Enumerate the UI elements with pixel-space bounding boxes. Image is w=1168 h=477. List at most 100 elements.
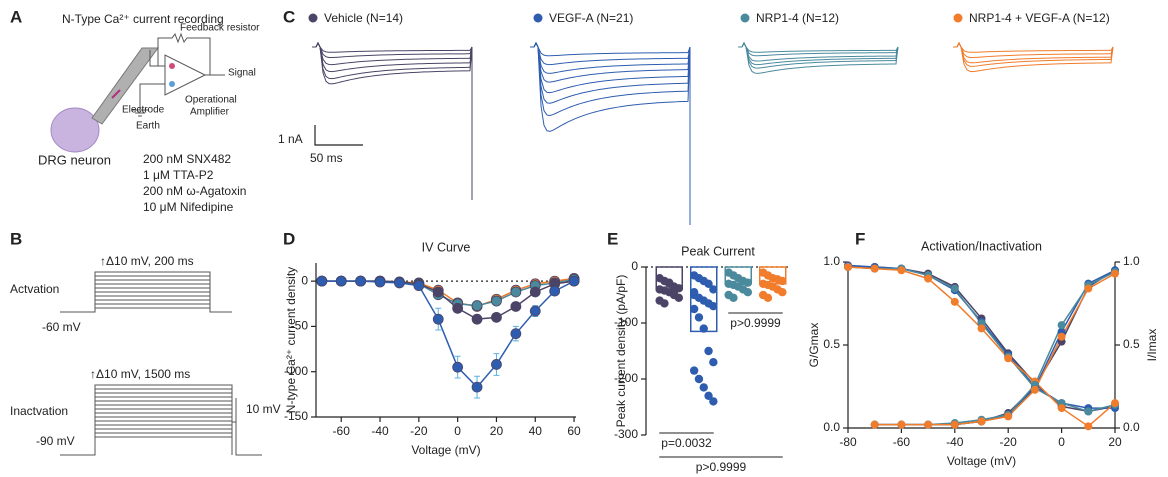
x-axis-label: Voltage (mV) <box>411 443 480 457</box>
data-point <box>689 304 699 314</box>
series-line <box>847 266 1116 413</box>
label: Feedback resistor <box>180 23 260 34</box>
series-line <box>847 266 1116 428</box>
legend-label: NRP1-4 (N=12) <box>756 11 839 25</box>
y-tick-label: -150 <box>284 409 308 423</box>
current-trace <box>953 41 1114 73</box>
p-value: p>0.9999 <box>696 460 747 474</box>
y-tick-label: 0 <box>631 259 638 273</box>
series-line <box>847 264 1115 409</box>
data-point <box>689 290 699 300</box>
electrode-wire <box>111 89 121 99</box>
data-point <box>491 311 502 323</box>
y-tick-label: -100 <box>614 315 638 329</box>
data-point <box>1057 321 1066 330</box>
data-point <box>870 264 879 273</box>
current-trace <box>312 41 473 53</box>
blocker: 1 μM TTA-P2 <box>143 168 214 182</box>
series-line <box>848 266 1116 413</box>
current-trace <box>312 41 473 85</box>
current-trace <box>953 41 1114 64</box>
panel-a-title: N-Type Ca²⁺ current recording <box>62 12 224 26</box>
panel-label: B <box>10 229 22 248</box>
current-trace <box>312 41 473 73</box>
current-trace <box>953 41 1114 67</box>
x-tick-label: 0 <box>1058 435 1065 449</box>
legend-label: NRP1-4 + VEGF-A (N=12) <box>969 11 1110 25</box>
data-point <box>529 305 541 317</box>
current-trace <box>530 41 691 94</box>
panel-label: E <box>607 229 618 248</box>
data-point <box>709 285 718 294</box>
x-tick-label: 40 <box>529 424 543 438</box>
y-tick-label: 0 <box>301 273 308 287</box>
x-tick-label: -60 <box>893 435 911 449</box>
current-trace <box>738 41 899 66</box>
current-trace <box>312 41 473 66</box>
amplifier <box>164 54 207 96</box>
data-point <box>709 397 718 406</box>
protocol-label: Actvation <box>10 282 59 296</box>
data-point <box>694 374 704 384</box>
circuit <box>132 32 225 117</box>
data-point <box>674 284 684 293</box>
data-point <box>1084 407 1093 416</box>
data-point <box>778 288 787 297</box>
y2-axis-label: I/Imax <box>1145 329 1159 362</box>
current-trace <box>738 41 899 69</box>
x-tick-label: -20 <box>1000 435 1018 449</box>
data-point <box>1030 385 1039 394</box>
label: Operational <box>185 95 237 106</box>
data-point <box>924 274 933 283</box>
data-point <box>510 328 522 340</box>
data-point <box>1084 284 1093 293</box>
label: DRG neuron <box>38 152 111 167</box>
panel-label: F <box>855 229 865 248</box>
y-tick-label: -300 <box>614 427 638 441</box>
y-tick-label: 0.0 <box>823 420 840 434</box>
data-point <box>510 301 522 312</box>
x-tick-label: -60 <box>333 424 351 438</box>
series-line <box>874 269 1116 426</box>
legend-marker <box>740 13 750 23</box>
data-point <box>1004 354 1013 363</box>
y-tick-label: -50 <box>291 319 309 333</box>
data-point <box>471 381 483 393</box>
data-point <box>335 275 347 287</box>
legend-marker <box>533 13 543 23</box>
series-line <box>874 271 1116 426</box>
data-point <box>844 262 852 271</box>
legend-marker <box>953 13 963 23</box>
current-trace <box>530 41 691 57</box>
x-tick-label: 0 <box>454 424 461 438</box>
current-trace <box>530 41 691 83</box>
chart-title: Activation/Inactivation <box>921 239 1042 253</box>
data-point <box>529 286 541 298</box>
current-trace <box>738 41 899 57</box>
current-trace <box>530 41 691 117</box>
scale-label: 50 ms <box>310 151 343 165</box>
legend-label: VEGF-A (N=21) <box>549 11 633 25</box>
data-point <box>950 284 959 293</box>
y-tick-label: -100 <box>284 364 308 378</box>
data-point <box>704 279 713 288</box>
data-point <box>669 289 679 299</box>
p-value: p=0.0032 <box>661 436 712 450</box>
y-axis-label: G/Gmax <box>807 323 821 368</box>
y-tick-label: -200 <box>614 371 638 385</box>
x-tick-label: 20 <box>490 424 504 438</box>
data-point <box>694 313 704 322</box>
y-axis-label: N-type Ca²⁺ current density <box>284 267 298 413</box>
x-tick-label: -40 <box>946 435 964 449</box>
data-point <box>699 383 708 392</box>
data-point <box>452 302 464 314</box>
blocker: 10 μM Nifedipine <box>143 200 234 214</box>
panel-label: C <box>283 7 295 26</box>
data-point <box>689 366 699 375</box>
step-label: ↑Δ10 mV, 200 ms <box>100 254 194 268</box>
data-point <box>665 278 674 287</box>
label: Amplifier <box>190 107 230 118</box>
y2-tick-label: 1.0 <box>1123 254 1140 268</box>
data-point <box>977 417 986 426</box>
